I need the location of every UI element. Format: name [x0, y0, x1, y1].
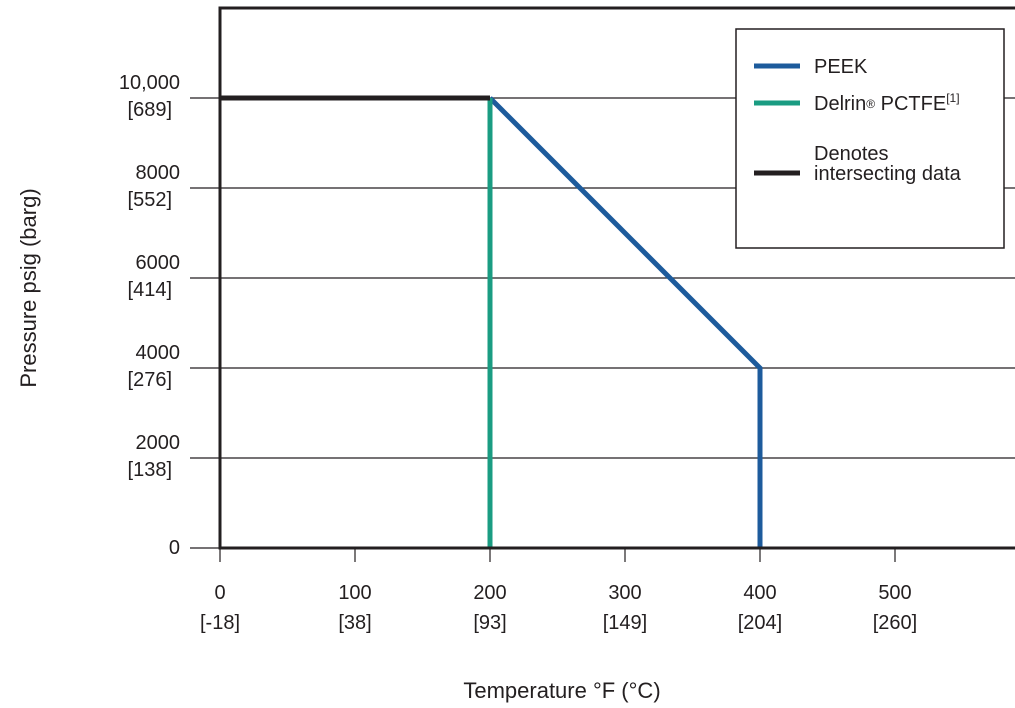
legend: PEEK Delrin® PCTFE[1] Denotes intersecti…	[735, 28, 1005, 249]
y-tick-label-6000: 6000	[136, 252, 181, 274]
x-tick-label-100: 100	[338, 582, 371, 604]
x-tick-label-300: 300	[608, 582, 641, 604]
legend-label-intersecting-line1: Denotes	[814, 143, 889, 165]
x-axis-title: Temperature °F (°C)	[463, 678, 660, 703]
y-tick-sublabel-2000: [138]	[128, 459, 172, 481]
x-tick-sublabel-500: [260]	[873, 612, 917, 634]
y-tick-label-4000: 4000	[136, 342, 181, 364]
legend-label-delrin-sup: [1]	[946, 91, 959, 105]
x-tick-sublabel-400: [204]	[738, 612, 782, 634]
y-axis-ticks: 0 2000 [138] 4000 [276] 6000 [414] 8000 [552] 10,…	[119, 72, 180, 559]
x-tick-sublabel-300: [149]	[603, 612, 647, 634]
x-tick-label-200: 200	[473, 582, 506, 604]
legend-label-peek: PEEK	[814, 56, 868, 78]
x-tick-sublabel-200: [93]	[473, 612, 506, 634]
legend-label-delrin-reg: ®	[866, 97, 875, 111]
y-tick-sublabel-6000: [414]	[128, 279, 172, 301]
y-axis-title: Pressure psig (barg)	[16, 188, 41, 387]
y-tick-label-8000: 8000	[136, 162, 181, 184]
legend-label-delrin-tail: PCTFE	[875, 93, 946, 115]
y-tick-sublabel-10000: [689]	[128, 99, 172, 121]
legend-box	[735, 28, 1005, 249]
y-tick-label-2000: 2000	[136, 432, 181, 454]
x-axis-ticks: 0 [-18] 100 [38] 200 [93] 300 [149] 400 [204] 500 […	[200, 548, 917, 634]
legend-label-delrin: Delrin® PCTFE[1]	[814, 91, 960, 115]
series-line-0	[488, 96, 763, 548]
plot-frame	[218, 6, 1015, 550]
legend-label-intersecting-line2: intersecting data	[814, 163, 962, 185]
y-tick-label-10000: 10,000	[119, 72, 180, 94]
x-tick-sublabel-100: [38]	[338, 612, 371, 634]
x-tick-label-500: 500	[878, 582, 911, 604]
y-tick-sublabel-4000: [276]	[128, 369, 172, 391]
y-tick-sublabel-8000: [552]	[128, 189, 172, 211]
legend-label-delrin-main: Delrin	[814, 93, 866, 115]
y-tick-label-0: 0	[169, 537, 180, 559]
x-tick-label-0: 0	[214, 582, 225, 604]
x-tick-sublabel-0: [-18]	[200, 612, 240, 634]
x-tick-label-400: 400	[743, 582, 776, 604]
series-lines	[220, 95, 763, 548]
